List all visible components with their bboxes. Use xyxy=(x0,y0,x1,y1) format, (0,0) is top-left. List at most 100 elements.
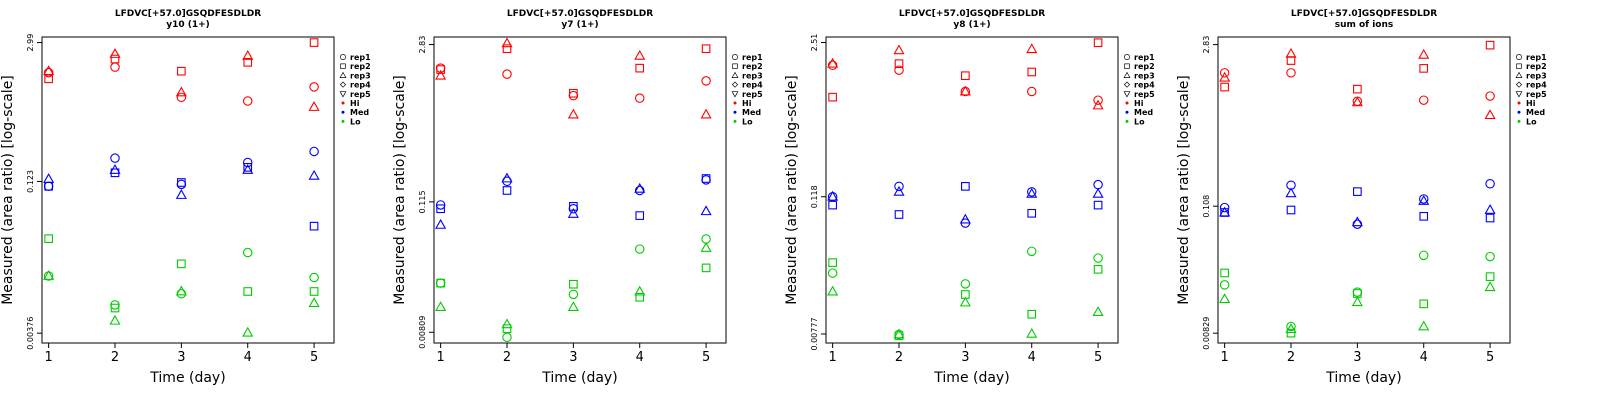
data-point xyxy=(109,164,121,174)
data-point xyxy=(1418,194,1429,204)
data-point xyxy=(828,92,837,102)
x-tick-label: 2 xyxy=(1287,350,1295,365)
plot-frame xyxy=(433,36,727,344)
data-point xyxy=(308,169,320,180)
x-axis-label: Time (day) xyxy=(1325,370,1401,386)
data-point xyxy=(1093,179,1103,190)
data-point xyxy=(1026,327,1038,338)
data-point xyxy=(961,182,970,191)
data-point xyxy=(243,287,253,296)
data-point xyxy=(1351,96,1363,107)
data-point xyxy=(1286,68,1296,78)
data-point xyxy=(828,200,837,210)
legend-marker xyxy=(1517,101,1521,105)
data-point xyxy=(309,82,319,92)
legend-label: rep4 xyxy=(742,81,763,90)
legend-marker xyxy=(733,119,737,123)
legend-marker xyxy=(1515,91,1523,98)
data-point xyxy=(1285,323,1297,334)
chart-subtitle: y10 (1+) xyxy=(166,20,210,30)
y-axis-label: Measured (area ratio) [log-scale] xyxy=(784,75,800,305)
data-point xyxy=(634,182,646,193)
data-point xyxy=(1418,195,1430,205)
data-point xyxy=(242,247,253,258)
data-point xyxy=(1353,84,1362,94)
y-axis-label: Measured (area ratio) [log-scale] xyxy=(1176,75,1192,305)
y-tick-label: 0.00376 xyxy=(26,317,35,350)
data-point xyxy=(1484,204,1496,214)
data-point xyxy=(1219,293,1231,304)
data-point xyxy=(961,71,970,81)
data-point xyxy=(436,204,445,214)
data-point xyxy=(1286,56,1296,65)
data-point xyxy=(1285,47,1297,58)
data-point xyxy=(635,211,645,220)
data-point xyxy=(242,326,254,337)
data-point xyxy=(309,221,319,231)
chart-title: LFDVC[+57.0]GSQDFESDLDR xyxy=(507,9,653,19)
data-point xyxy=(1418,320,1430,331)
chart-title: LFDVC[+57.0]GSQDFESDLDR xyxy=(115,9,261,19)
legend-marker xyxy=(1515,81,1523,88)
legend-marker xyxy=(1124,63,1130,69)
legend-label: Med xyxy=(350,108,369,117)
data-point xyxy=(436,278,445,288)
data-point xyxy=(177,66,186,76)
data-point xyxy=(701,44,711,54)
legend-label: rep1 xyxy=(1134,53,1155,62)
data-point xyxy=(700,205,712,216)
y-tick-label: 0.115 xyxy=(418,190,427,213)
legend-label: rep1 xyxy=(742,53,763,62)
data-point xyxy=(1092,99,1104,110)
data-point xyxy=(309,287,319,296)
y-tick-label: 2.83 xyxy=(1202,36,1211,54)
data-point xyxy=(242,157,253,168)
data-point xyxy=(1026,43,1038,54)
x-axis-label: Time (day) xyxy=(149,370,225,386)
legend-marker xyxy=(731,81,739,88)
data-point xyxy=(44,234,53,243)
legend-label: Med xyxy=(742,108,761,117)
y-tick-label: 0.00829 xyxy=(1202,317,1211,350)
x-tick-label: 1 xyxy=(436,350,444,365)
y-tick-label: 2.51 xyxy=(810,34,819,52)
data-point xyxy=(309,272,319,283)
data-point xyxy=(1026,86,1037,97)
data-point xyxy=(1418,48,1430,59)
data-point xyxy=(110,54,120,64)
data-point xyxy=(1485,91,1495,101)
legend-marker xyxy=(1125,119,1129,123)
legend-label: Lo xyxy=(1134,117,1145,126)
data-point xyxy=(959,85,971,96)
legend-marker xyxy=(1516,54,1522,60)
data-point xyxy=(1418,250,1429,261)
x-tick-label: 2 xyxy=(503,350,511,365)
legend-marker xyxy=(339,91,347,98)
data-point xyxy=(1219,202,1230,213)
legend-marker xyxy=(1125,101,1129,105)
legend-label: rep2 xyxy=(1134,62,1155,71)
legend-label: rep4 xyxy=(1134,81,1155,90)
data-point xyxy=(634,49,646,60)
legend-marker xyxy=(1125,110,1129,114)
data-point xyxy=(308,101,320,111)
data-point xyxy=(501,172,513,183)
data-point xyxy=(635,292,645,302)
data-point xyxy=(435,218,447,229)
data-point xyxy=(893,44,905,55)
data-point xyxy=(175,189,187,199)
data-point xyxy=(175,285,187,296)
data-point xyxy=(1027,309,1037,319)
data-point xyxy=(110,300,120,310)
legend-marker xyxy=(733,101,737,105)
data-point xyxy=(1093,264,1103,274)
data-point xyxy=(959,296,971,307)
data-point xyxy=(43,65,55,76)
x-tick-label: 3 xyxy=(569,350,577,365)
data-point xyxy=(109,48,121,58)
x-tick-label: 4 xyxy=(636,350,644,365)
